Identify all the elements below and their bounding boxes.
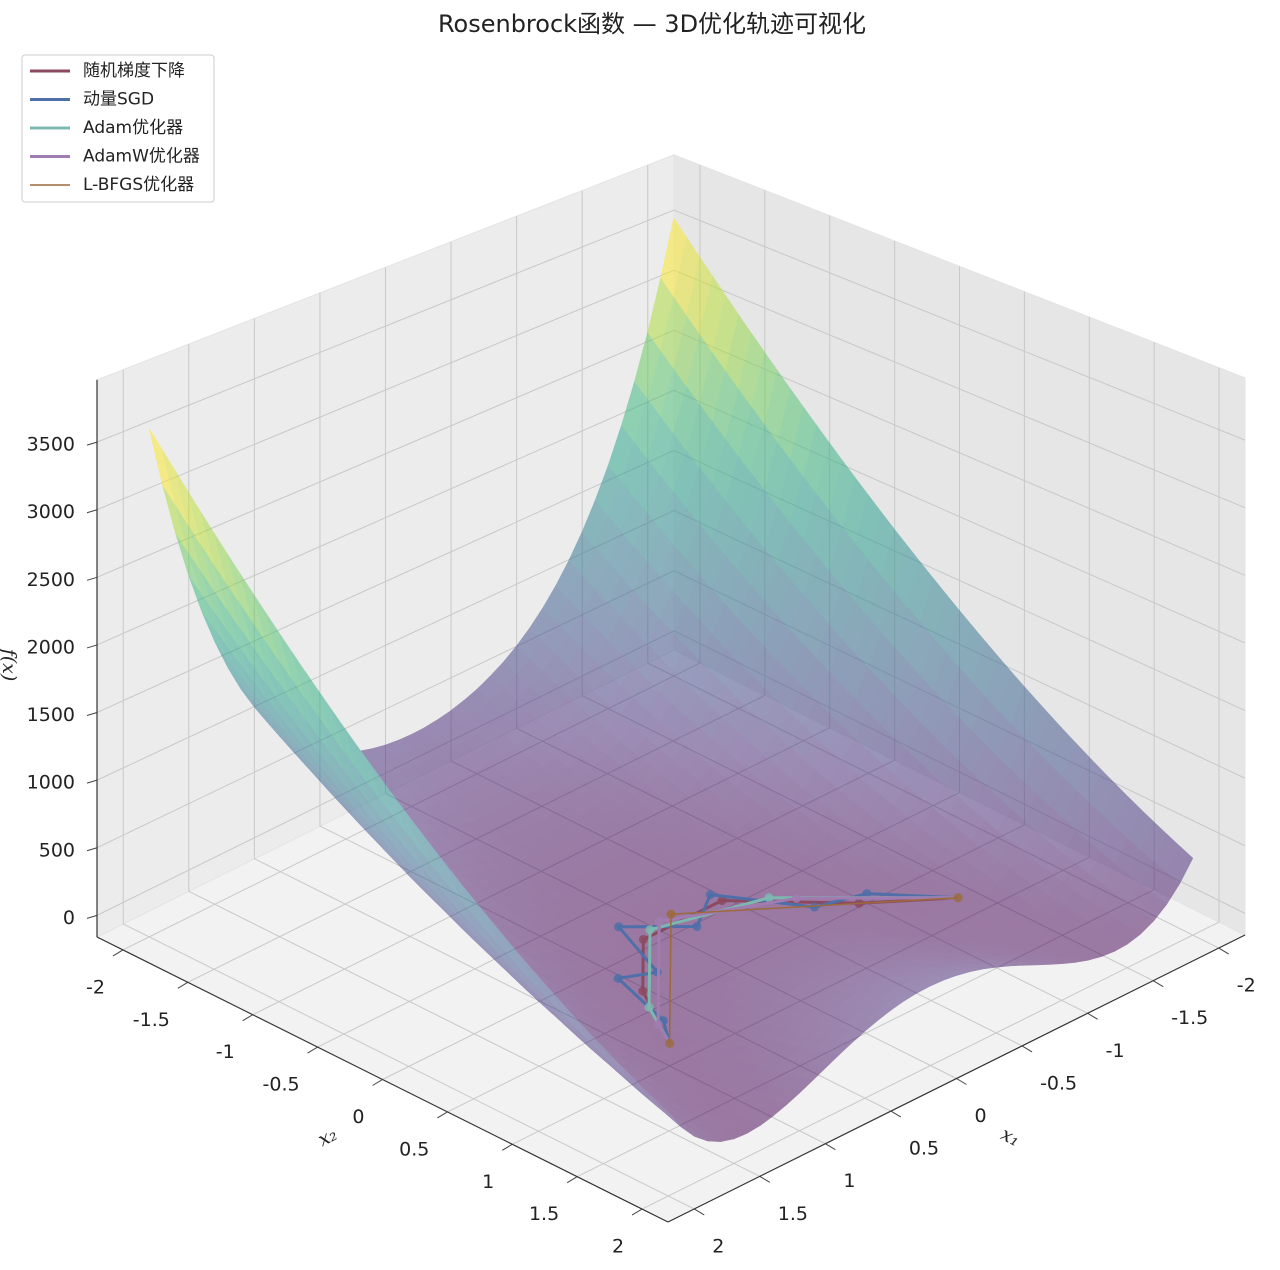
- legend-label: Adam优化器: [83, 118, 183, 138]
- trajectory-point: [638, 986, 648, 996]
- z-tick-mark: [86, 509, 98, 514]
- z-tick-label: 2000: [27, 636, 75, 658]
- y-tick-label: 1.5: [529, 1203, 559, 1225]
- x-tick-mark: [1218, 947, 1230, 955]
- z-tick-mark: [86, 914, 98, 919]
- trajectory-point: [705, 890, 715, 900]
- y-tick-label: 0.5: [399, 1138, 429, 1160]
- z-tick-label: 0: [63, 907, 75, 929]
- y-tick-mark: [566, 1176, 578, 1184]
- surface: [148, 217, 1194, 1142]
- y-tick-mark: [372, 1079, 383, 1086]
- grid-line: [96, 269, 675, 511]
- legend-box: [21, 54, 215, 203]
- trajectory-point: [613, 973, 623, 983]
- z-tick-mark: [86, 441, 98, 446]
- axis-line: [667, 934, 1246, 1223]
- z-tick-mark: [86, 847, 98, 852]
- x-tick-label: -2: [1237, 975, 1256, 997]
- trajectory-point: [810, 902, 820, 912]
- z-tick-label: 2500: [27, 569, 75, 591]
- z-tick-label: 3500: [27, 434, 75, 456]
- y-tick-mark: [307, 1046, 318, 1054]
- trajectory-point: [614, 922, 624, 932]
- z-tick-mark: [86, 644, 98, 649]
- x-tick-mark: [1152, 980, 1164, 988]
- trajectory-point: [862, 889, 872, 899]
- trajectory-point: [791, 893, 801, 903]
- x-tick-mark: [759, 1175, 771, 1183]
- surface-patch: [655, 1099, 682, 1128]
- y-tick-mark: [112, 949, 124, 957]
- y-tick-mark: [242, 1014, 253, 1022]
- grid-line: [673, 269, 1246, 509]
- x-tick-mark: [890, 1110, 902, 1118]
- chart-title: Rosenbrock函数 — 3D优化轨迹可视化: [438, 10, 866, 38]
- trajectory-point: [692, 922, 702, 932]
- legend-label: 随机梯度下降: [83, 61, 185, 81]
- y-tick-mark: [631, 1208, 643, 1216]
- x-tick-label: 1: [843, 1170, 855, 1192]
- z-axis-label: f(x): [0, 647, 20, 682]
- grid-line: [96, 209, 675, 443]
- x-tick-label: 0: [975, 1105, 987, 1127]
- z-tick-label: 1500: [27, 704, 75, 726]
- y-tick-mark: [177, 981, 189, 989]
- x-axis-label: x₁: [997, 1123, 1023, 1151]
- y-tick-label: 1: [482, 1171, 494, 1193]
- grid-line: [641, 921, 1220, 1210]
- trajectory-point: [653, 1020, 663, 1030]
- trajectory-point: [654, 916, 664, 926]
- trajectory-point: [665, 1038, 675, 1048]
- trajectory-point: [645, 925, 655, 935]
- z-tick-mark: [86, 576, 98, 581]
- y-tick-label: -1: [216, 1041, 235, 1063]
- y-tick-label: 0: [352, 1106, 364, 1128]
- legend-label: 动量SGD: [83, 90, 154, 110]
- y-axis-label: x₂: [314, 1123, 340, 1151]
- trajectory-point: [644, 1002, 654, 1012]
- z-tick-label: 500: [39, 839, 75, 861]
- trajectory-point: [953, 893, 963, 903]
- z-tick-label: 1000: [27, 772, 75, 794]
- legend-label: L-BFGS优化器: [83, 175, 194, 195]
- x-tick-label: 2: [712, 1235, 724, 1257]
- x-tick-mark: [1021, 1045, 1033, 1053]
- y-tick-label: 2: [612, 1236, 624, 1258]
- grid-line: [673, 209, 1246, 441]
- trajectory-point: [666, 909, 676, 919]
- trajectory-point: [638, 934, 648, 944]
- x-tick-label: -1: [1106, 1040, 1125, 1062]
- x-tick-label: 1.5: [778, 1203, 808, 1225]
- y-tick-label: -1.5: [133, 1009, 170, 1031]
- y-tick-mark: [437, 1111, 448, 1119]
- y-tick-mark: [502, 1143, 513, 1151]
- axis-line: [96, 936, 669, 1223]
- x-tick-label: -0.5: [1040, 1072, 1077, 1094]
- x-tick-mark: [956, 1078, 967, 1085]
- x-tick-mark: [693, 1208, 705, 1216]
- y-tick-label: -2: [86, 976, 105, 998]
- z-tick-label: 3000: [27, 501, 75, 523]
- x-tick-label: 0.5: [909, 1138, 939, 1160]
- z-tick-mark: [86, 712, 98, 717]
- x-tick-label: -1.5: [1171, 1007, 1208, 1029]
- y-tick-label: -0.5: [263, 1074, 300, 1096]
- legend-label: AdamW优化器: [83, 147, 200, 167]
- trajectory-point: [764, 893, 774, 903]
- grid-line: [96, 389, 675, 646]
- trajectory-point: [717, 896, 727, 906]
- grid-line: [96, 450, 675, 713]
- z-tick-mark: [86, 779, 98, 784]
- x-tick-mark: [1087, 1012, 1098, 1020]
- x-tick-mark: [825, 1143, 836, 1151]
